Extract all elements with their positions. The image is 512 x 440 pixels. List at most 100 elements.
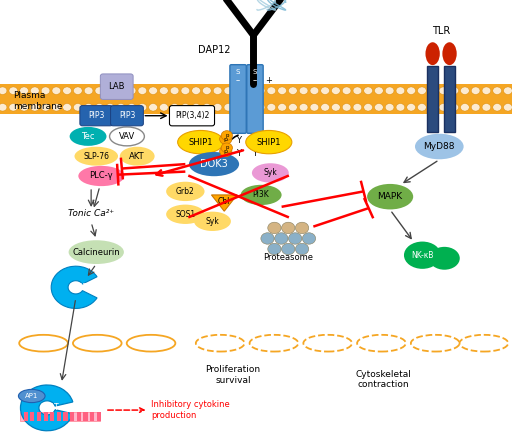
FancyBboxPatch shape [247,65,263,133]
Text: NFAT: NFAT [69,283,88,292]
Text: SLP-76: SLP-76 [83,152,109,161]
Circle shape [234,87,244,95]
Circle shape [52,103,61,111]
Text: PIP3: PIP3 [119,111,135,120]
Circle shape [267,103,275,111]
Circle shape [461,103,470,111]
Text: AKT: AKT [130,152,145,161]
Ellipse shape [110,127,144,146]
Circle shape [274,233,288,244]
Bar [70,412,74,421]
Circle shape [221,143,232,153]
Circle shape [9,103,17,111]
Circle shape [41,103,50,111]
Text: Proteasome: Proteasome [263,253,313,262]
Circle shape [321,87,330,95]
Circle shape [288,233,302,244]
Bar [63,412,68,421]
Circle shape [19,87,29,95]
Text: Plasma
membrane: Plasma membrane [13,92,62,111]
Circle shape [257,103,265,111]
Circle shape [257,87,265,95]
Ellipse shape [246,130,292,154]
Circle shape [203,103,211,111]
Circle shape [504,87,512,95]
Text: VAV: VAV [119,132,135,141]
Circle shape [246,103,254,111]
Bar [0,84,512,114]
Text: Syk: Syk [264,169,277,177]
Circle shape [74,87,82,95]
FancyBboxPatch shape [100,74,133,99]
Circle shape [214,103,222,111]
Circle shape [170,87,179,95]
Text: AP1: AP1 [25,393,38,399]
Circle shape [214,87,222,95]
Circle shape [282,222,295,234]
Ellipse shape [194,212,231,231]
Text: Cbl: Cbl [218,198,230,206]
Text: SHIP1: SHIP1 [188,138,213,147]
Circle shape [482,103,490,111]
Ellipse shape [404,242,441,269]
Circle shape [310,103,318,111]
Text: p: p [225,145,228,150]
Ellipse shape [189,152,239,176]
FancyBboxPatch shape [230,65,246,133]
Circle shape [31,103,39,111]
Circle shape [504,103,512,111]
Text: PIP(3,4)2: PIP(3,4)2 [175,111,209,120]
Circle shape [149,87,158,95]
Bar [50,412,54,421]
Text: p: p [225,133,228,138]
Circle shape [246,87,254,95]
Ellipse shape [18,389,45,403]
Circle shape [117,103,125,111]
Circle shape [127,103,136,111]
Circle shape [224,103,232,111]
Circle shape [95,103,103,111]
Circle shape [493,103,502,111]
Circle shape [375,103,383,111]
Circle shape [84,87,93,95]
Circle shape [0,103,7,111]
FancyBboxPatch shape [111,106,143,126]
Circle shape [127,87,136,95]
Text: DOK3: DOK3 [200,159,228,169]
Circle shape [300,103,308,111]
Circle shape [493,87,502,95]
Circle shape [19,103,29,111]
Circle shape [220,146,232,157]
Ellipse shape [367,184,413,209]
Text: +: + [265,76,272,85]
Circle shape [353,87,361,95]
Circle shape [9,87,17,95]
Circle shape [343,87,351,95]
Circle shape [450,103,459,111]
Circle shape [482,87,490,95]
Bar [90,412,94,421]
Circle shape [472,87,480,95]
Text: Y: Y [252,149,258,158]
Circle shape [95,87,103,95]
Circle shape [364,103,373,111]
Text: Tec: Tec [81,132,95,141]
Text: SHIP1: SHIP1 [257,138,281,147]
Circle shape [74,103,82,111]
Circle shape [310,87,318,95]
Circle shape [439,103,447,111]
Circle shape [396,87,404,95]
Circle shape [295,222,309,234]
Circle shape [138,87,147,95]
Text: Calcineurin: Calcineurin [72,248,120,257]
Circle shape [407,87,416,95]
Circle shape [289,87,297,95]
Circle shape [62,103,72,111]
Circle shape [220,134,232,144]
Circle shape [149,103,158,111]
Circle shape [353,103,361,111]
Circle shape [407,103,416,111]
Ellipse shape [78,166,124,186]
Circle shape [439,87,447,95]
Circle shape [52,87,61,95]
